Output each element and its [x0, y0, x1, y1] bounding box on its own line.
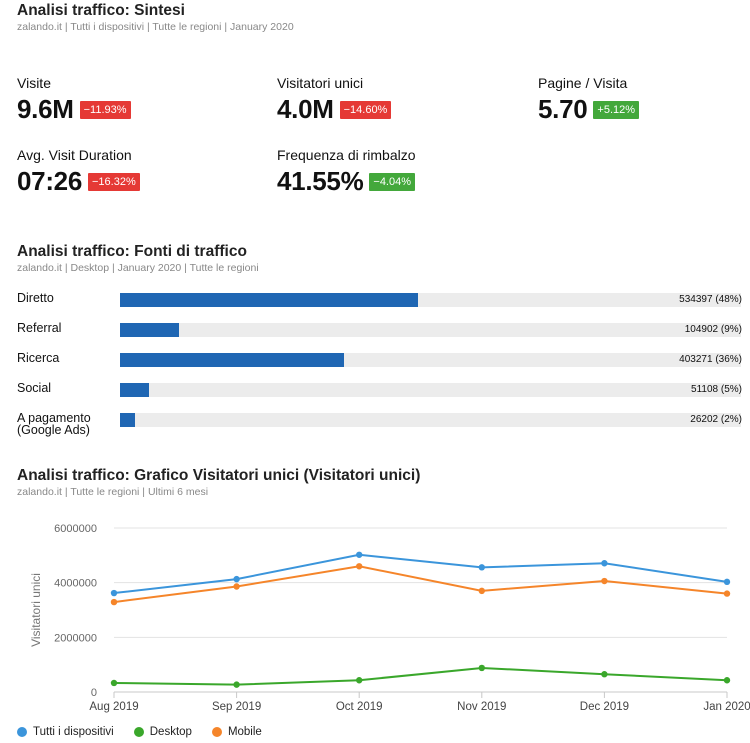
x-tick-label: Sep 2019: [212, 701, 261, 713]
summary-subtitle: zalando.it | Tutti i dispositivi | Tutte…: [17, 21, 294, 33]
traffic-source-track: [120, 413, 741, 427]
metric-value: 41.55%: [277, 166, 364, 196]
visitors-subtitle: zalando.it | Tutte le regioni | Ultimi 6…: [17, 486, 209, 498]
metric-delta-badge: −14.60%: [339, 100, 392, 119]
metric-label: Visitatori unici: [277, 75, 364, 91]
traffic-source-bar: [120, 293, 418, 307]
y-axis-label: Visitatori unici: [29, 573, 43, 647]
legend-item[interactable]: Mobile: [211, 726, 262, 738]
legend-item[interactable]: Tutti i dispositivi: [17, 726, 114, 738]
x-tick-label: Oct 2019: [336, 701, 383, 713]
data-point: [110, 598, 118, 606]
traffic-source-value: 26202 (2%): [690, 414, 742, 425]
y-tick-label: 6000000: [54, 523, 97, 535]
visitors-title: Analisi traffico: Grafico Visitatori uni…: [17, 467, 421, 484]
metric-pages-per-visit: Pagine / Visita 5.70 +5.12%: [538, 75, 640, 125]
summary-title: Analisi traffico: Sintesi: [17, 2, 185, 19]
metric-label: Pagine / Visita: [538, 75, 628, 91]
y-tick-label: 4000000: [54, 578, 97, 590]
series-line: [113, 666, 728, 686]
y-tick-label: 2000000: [54, 632, 97, 644]
data-point: [601, 671, 608, 678]
data-point: [356, 563, 363, 570]
legend-dot-icon: [133, 727, 144, 737]
data-point: [233, 583, 240, 590]
traffic-source-bar: [120, 353, 344, 367]
sources-subtitle: zalando.it | Desktop | January 2020 | Tu…: [17, 262, 259, 274]
data-point: [110, 589, 118, 597]
data-point: [356, 551, 363, 558]
traffic-source-row: Diretto 534397 (48%): [0, 290, 750, 310]
metric-label: Frequenza di rimbalzo: [277, 147, 416, 163]
traffic-source-label: Ricerca: [17, 351, 60, 365]
metric-visits: Visite 9.6M −11.93%: [17, 75, 131, 125]
data-point: [356, 677, 363, 684]
data-point: [723, 578, 731, 586]
traffic-source-label: A pagamento (Google Ads): [17, 411, 91, 437]
legend-label: Mobile: [227, 726, 262, 738]
traffic-source-label: Referral: [17, 321, 62, 335]
traffic-source-row: Referral 104902 (9%): [0, 320, 750, 340]
metric-avg-visit-duration: Avg. Visit Duration 07:26 −16.32%: [17, 147, 140, 197]
legend-item[interactable]: Desktop: [133, 726, 192, 738]
metric-value: 4.0M: [277, 94, 334, 124]
data-point: [478, 587, 485, 595]
traffic-source-row: Social 51108 (5%): [0, 380, 750, 400]
traffic-source-label: Diretto: [17, 291, 54, 305]
traffic-source-value: 104902 (9%): [684, 324, 742, 335]
x-tick-label: Nov 2019: [457, 701, 506, 713]
metric-delta-badge: −16.32%: [88, 172, 140, 191]
traffic-source-value: 534397 (48%): [679, 294, 742, 305]
metric-value: 07:26: [17, 166, 82, 196]
data-point: [233, 575, 240, 583]
traffic-source-value: 51108 (5%): [691, 384, 742, 395]
traffic-source-row: A pagamento (Google Ads) 26202 (2%): [0, 410, 750, 437]
traffic-source-row: Ricerca 403271 (36%): [0, 350, 750, 370]
data-point: [110, 679, 118, 687]
sources-title: Analisi traffico: Fonti di traffico: [17, 243, 247, 260]
chart-legend: Tutti i dispositivi Desktop Mobile: [17, 726, 282, 738]
metric-label: Visite: [17, 75, 51, 91]
x-tick-label: Dec 2019: [580, 701, 629, 713]
traffic-source-label: Social: [17, 381, 52, 395]
data-point: [478, 664, 485, 672]
metric-bounce-rate: Frequenza di rimbalzo 41.55% −4.04%: [277, 147, 416, 197]
traffic-source-bar: [120, 383, 149, 397]
data-point: [233, 681, 240, 688]
traffic-source-track: [120, 383, 741, 397]
unique-visitors-line-chart: 0 2000000 4000000 6000000 Aug 2019 Sep 2019 Oc…: [29, 523, 750, 713]
data-point: [601, 577, 608, 585]
data-point: [601, 560, 608, 567]
metric-label: Avg. Visit Duration: [17, 147, 132, 163]
traffic-source-bar: [120, 323, 179, 337]
traffic-source-track: [120, 323, 741, 337]
metric-value: 9.6M: [17, 94, 74, 124]
y-tick-label: 0: [91, 687, 97, 699]
metric-delta-badge: +5.12%: [593, 100, 640, 119]
x-tick-label: Jan 2020: [703, 701, 750, 713]
legend-dot-icon: [211, 727, 222, 737]
legend-label: Desktop: [149, 726, 192, 738]
data-point: [723, 590, 731, 597]
traffic-source-bar: [120, 413, 135, 427]
metric-unique-visitors: Visitatori unici 4.0M −14.60%: [277, 75, 392, 125]
x-tick-label: Aug 2019: [89, 701, 138, 713]
data-point: [723, 677, 731, 684]
metric-delta-badge: −4.04%: [369, 172, 416, 191]
metric-value: 5.70: [538, 94, 588, 124]
data-point: [478, 564, 485, 571]
series-line: [113, 553, 728, 595]
legend-label: Tutti i dispositivi: [33, 726, 114, 738]
legend-dot-icon: [17, 727, 27, 737]
metric-delta-badge: −11.93%: [79, 100, 131, 119]
traffic-source-value: 403271 (36%): [679, 354, 742, 365]
series-line: [113, 565, 728, 604]
